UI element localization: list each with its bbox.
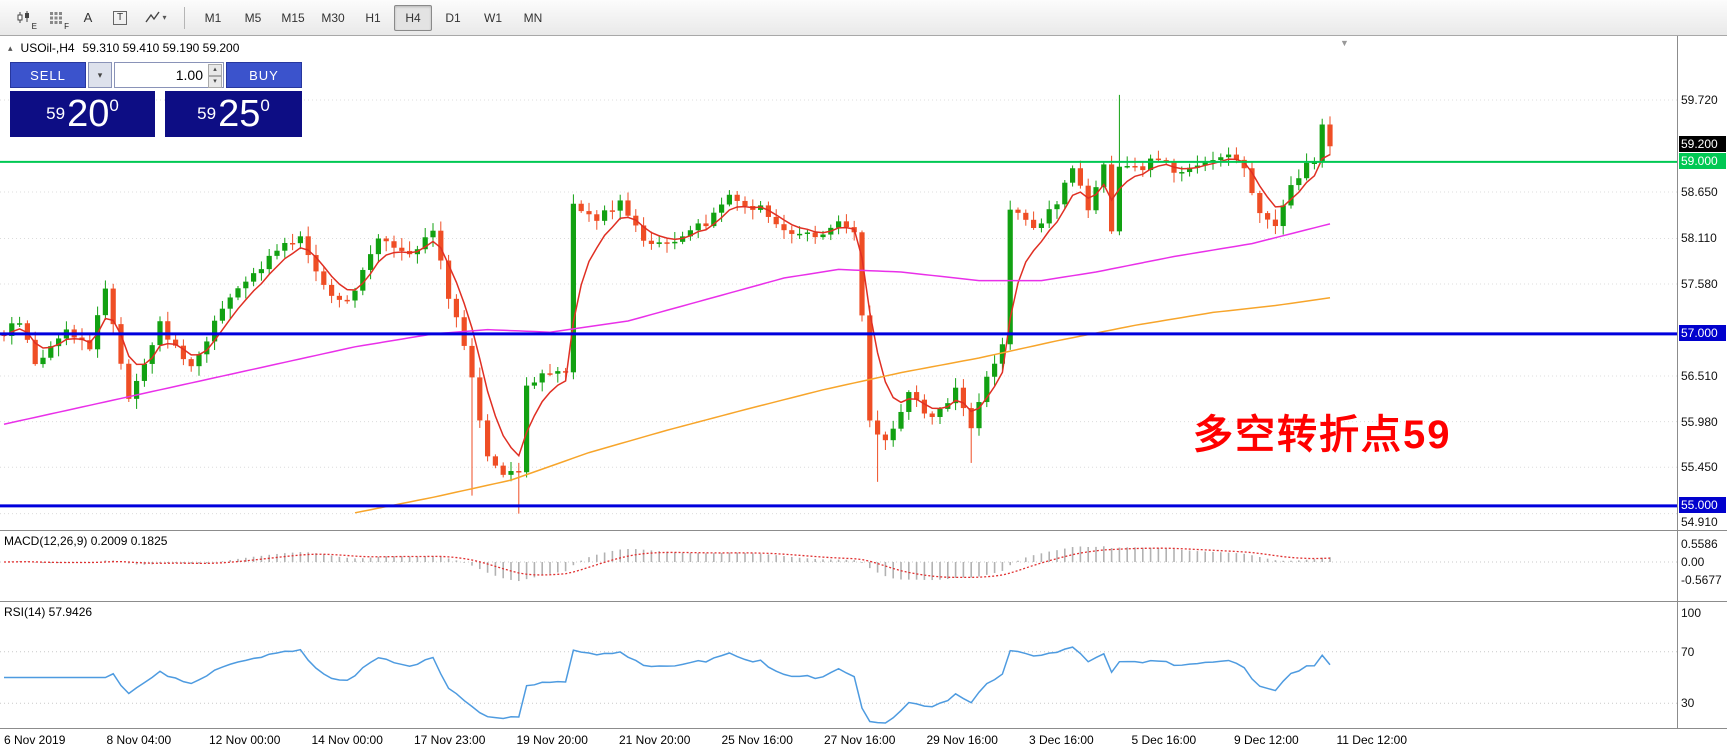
ohlc-quotes-label: 59.310 59.410 59.190 59.200 — [82, 41, 240, 55]
chevron-down-icon: ▾ — [97, 69, 103, 80]
indicator-tool-button[interactable]: E — [8, 4, 40, 32]
template-tool-icon: T — [112, 10, 128, 25]
timeframe-button-d1[interactable]: D1 — [445, 10, 461, 25]
macd-axis-label--0.5677: -0.5677 — [1681, 573, 1722, 588]
grid-tool-button[interactable]: F — [40, 4, 72, 32]
timeframe-button-m30[interactable]: M30 — [321, 10, 345, 25]
rsi-axis-label-70: 70 — [1681, 644, 1695, 659]
timeframe-button-m15[interactable]: M15 — [281, 10, 305, 25]
price-axis-label-59.200: 59.200 — [1679, 135, 1726, 152]
buy-button[interactable]: BUY — [226, 62, 302, 88]
time-axis-label: 14 Nov 00:00 — [311, 733, 383, 747]
line-studies-icon — [145, 11, 161, 23]
volume-input[interactable] — [115, 63, 223, 87]
chart-annotation-text: 多空转折点59 — [1193, 413, 1452, 457]
candlestick-chart-icon — [17, 10, 29, 23]
macd-panel: 0.5586 0.00 -0.5677 MACD(12,26,9) 0.2009 0… — [0, 530, 1727, 601]
volume-increase-button[interactable]: ▴ — [208, 64, 222, 76]
macd-axis[interactable]: 0.5586 0.00 -0.5677 — [1677, 531, 1727, 601]
main-chart-region: 59.720 59.200 59.000 58.650 58.110 57.580 57.0… — [0, 36, 1727, 530]
chart-header: ▴ USOil-,H4 59.310 59.410 59.190 59.200 — [8, 41, 239, 55]
price-axis-label-55.000: 55.000 — [1679, 496, 1726, 513]
macd-label: MACD(12,26,9) 0.2009 0.1825 — [4, 534, 168, 548]
collapse-triangle-icon[interactable]: ▴ — [8, 42, 13, 53]
rsi-axis-label-30: 30 — [1681, 696, 1695, 711]
toolbar-separator — [184, 6, 185, 29]
timeframe-button-h4[interactable]: H4 — [394, 4, 432, 31]
time-axis-label: 8 Nov 04:00 — [106, 733, 172, 747]
timeframe-button-m1[interactable]: M1 — [204, 10, 222, 25]
time-axis[interactable]: 6 Nov 2019 8 Nov 04:00 12 Nov 00:00 14 Nov … — [0, 728, 1727, 751]
symbol-period-label: USOil-,H4 — [20, 41, 75, 55]
time-axis-label: 3 Dec 16:00 — [1029, 733, 1094, 747]
sell-button[interactable]: SELL — [10, 62, 86, 88]
volume-field: ▴ ▾ — [114, 62, 224, 88]
volume-decrease-button[interactable]: ▾ — [208, 76, 222, 88]
price-axis-label-55.980: 55.980 — [1681, 414, 1718, 429]
time-axis-label: 5 Dec 16:00 — [1131, 733, 1197, 747]
price-axis-label-58.650: 58.650 — [1681, 185, 1718, 200]
time-axis-label: 19 Nov 20:00 — [516, 733, 588, 747]
price-axis-label-57.000: 57.000 — [1679, 324, 1726, 341]
price-axis-label-56.510: 56.510 — [1681, 369, 1718, 384]
volume-dropdown[interactable]: ▾ — [88, 62, 112, 88]
price-axis-label-55.450: 55.450 — [1681, 460, 1718, 475]
chevron-down-icon: ▾ — [162, 13, 167, 22]
text-tool-icon: A — [83, 10, 93, 25]
price-axis-label-59.720: 59.720 — [1681, 93, 1718, 107]
time-axis-label: 29 Nov 16:00 — [926, 733, 998, 747]
rsi-axis-label-100: 100 — [1681, 606, 1702, 620]
rsi-label: RSI(14) 57.9426 — [4, 605, 93, 619]
price-axis-label-59.000: 59.000 — [1679, 152, 1726, 169]
chart-shift-marker[interactable]: ▼ — [1340, 38, 1349, 48]
time-axis-label: 12 Nov 00:00 — [209, 733, 281, 747]
time-axis-label: 25 Nov 16:00 — [721, 733, 793, 747]
time-axis-label: 9 Dec 12:00 — [1234, 733, 1299, 747]
toolbar: E F A T ▾ M1 M5 M15 M30 H1 H4 D1 W1 MN — [0, 0, 1727, 36]
text-tool-button[interactable]: A — [72, 4, 104, 32]
tool-badge: F — [64, 21, 69, 31]
candlestick-chart[interactable] — [0, 36, 1677, 530]
timeframe-button-m5[interactable]: M5 — [244, 10, 262, 25]
price-axis[interactable]: 59.720 59.200 59.000 58.650 58.110 57.580 57.0… — [1677, 36, 1727, 530]
time-axis-label: 11 Dec 12:00 — [1336, 733, 1408, 747]
timeframe-button-w1[interactable]: W1 — [484, 10, 502, 25]
macd-axis-label-0.5586: 0.5586 — [1681, 537, 1718, 552]
timeframe-button-h1[interactable]: H1 — [365, 10, 381, 25]
grid-icon — [50, 11, 62, 24]
volume-spinner: ▴ ▾ — [208, 64, 222, 88]
rsi-panel: 100 70 30 RSI(14) 57.9426 — [0, 601, 1727, 728]
price-axis-label-57.580: 57.580 — [1681, 277, 1718, 292]
time-axis-label: 17 Nov 23:00 — [414, 733, 486, 747]
rsi-chart[interactable] — [0, 603, 1677, 729]
price-axis-label-58.110: 58.110 — [1681, 231, 1717, 246]
sell-price-display[interactable]: 59 20 0 — [10, 91, 155, 137]
time-axis-label: 27 Nov 16:00 — [824, 733, 896, 747]
tool-badge: E — [31, 21, 37, 31]
line-studies-tool-button[interactable]: ▾ — [136, 4, 176, 32]
template-tool-button[interactable]: T — [104, 4, 136, 32]
macd-chart[interactable] — [0, 532, 1677, 602]
buy-price-display[interactable]: 59 25 0 — [165, 91, 302, 137]
timeframe-button-mn[interactable]: MN — [523, 10, 543, 25]
time-axis-label: 6 Nov 2019 — [4, 733, 66, 747]
macd-axis-label-0.00: 0.00 — [1681, 555, 1705, 569]
timeframe-button-group: M1 M5 M15 M30 H1 H4 D1 W1 MN — [193, 4, 553, 31]
price-axis-label-54.910: 54.910 — [1681, 514, 1718, 529]
rsi-axis[interactable]: 100 70 30 — [1677, 602, 1727, 728]
time-axis-label: 21 Nov 20:00 — [619, 733, 691, 747]
